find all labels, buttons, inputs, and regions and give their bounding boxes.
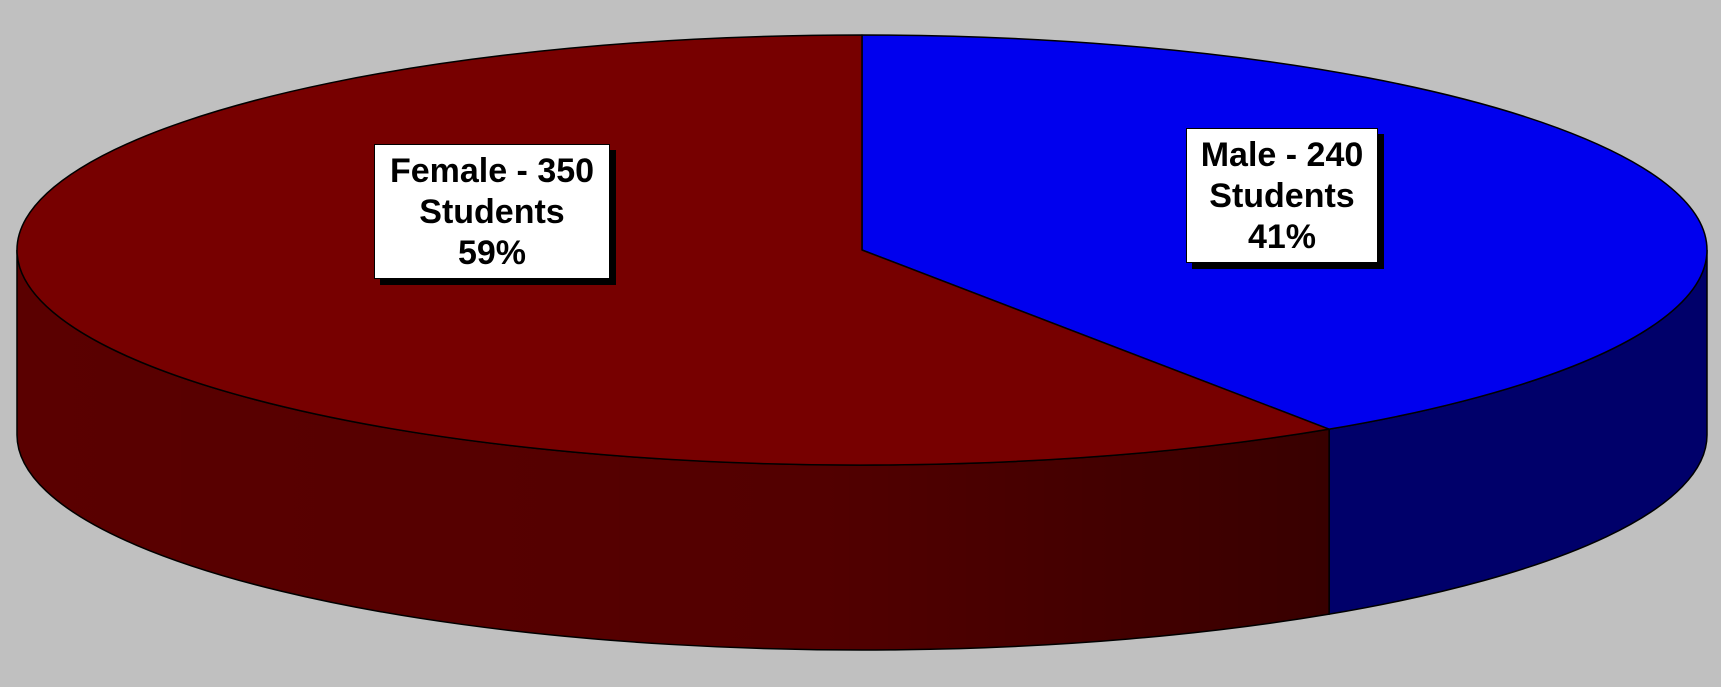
data-label-female: Female - 350 Students 59% [374,144,610,279]
data-label-male: Male - 240 Students 41% [1186,128,1378,263]
slice-side-female-shade [17,250,1330,650]
data-label-male-line2: Students [1209,177,1355,215]
data-label-female-line2: Students [419,193,565,231]
data-label-male-line3: 41% [1247,218,1317,256]
data-label-female-line1: Female - 350 [389,152,595,190]
data-label-male-line1: Male - 240 [1200,136,1364,174]
slice-female [16,34,1330,466]
data-label-female-line3: 59% [457,234,527,272]
